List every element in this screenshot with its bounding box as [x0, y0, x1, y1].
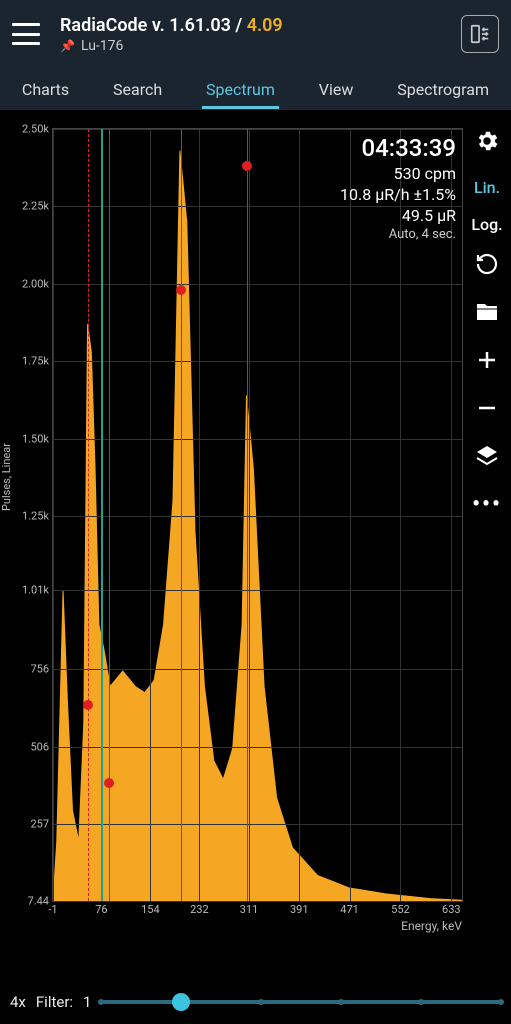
scale-linear-button[interactable]: Lin.: [474, 178, 500, 197]
xtick-label: 154: [141, 903, 160, 916]
filter-label: Filter:: [36, 993, 73, 1011]
ytick-label: 1.01k: [22, 584, 49, 597]
xtick-label: 391: [290, 903, 309, 916]
folder-icon[interactable]: [475, 300, 499, 330]
filter-value: 1: [83, 993, 91, 1011]
fw-version: 4.09: [247, 15, 283, 36]
marker-dot: [242, 161, 252, 171]
tab-bar: Charts Search Spectrum View Spectrogram: [0, 68, 511, 110]
mode-label: Auto, 4 sec.: [340, 227, 456, 244]
refresh-icon[interactable]: [475, 252, 499, 282]
ytick-label: 7.44: [28, 895, 49, 908]
zoom-level: 4x: [10, 993, 26, 1011]
dose-rate: 10.8 μR/h ±1.5%: [340, 185, 456, 206]
app-version: 1.61.03: [169, 15, 231, 36]
ytick-label: 756: [30, 663, 49, 676]
zoom-in-icon[interactable]: [475, 348, 499, 378]
menu-icon[interactable]: [12, 23, 40, 45]
pin-icon: 📌: [60, 39, 75, 53]
elapsed-time: 04:33:39: [340, 133, 456, 164]
marker-dot: [176, 285, 186, 295]
marker-line: [247, 129, 249, 901]
ytick-label: 1.25k: [22, 510, 49, 523]
zoom-out-icon[interactable]: [475, 396, 499, 426]
ytick-label: 2.50k: [22, 123, 49, 136]
side-toolbar: Lin. Log. •••: [467, 128, 507, 902]
xtick-label: 232: [190, 903, 209, 916]
xtick-label: 471: [340, 903, 359, 916]
tab-search[interactable]: Search: [109, 72, 166, 107]
dose: 49.5 μR: [340, 206, 456, 227]
tab-spectrum[interactable]: Spectrum: [202, 72, 279, 107]
marker-line: [181, 129, 183, 901]
tab-charts[interactable]: Charts: [18, 72, 73, 107]
device-settings-button[interactable]: [461, 15, 499, 53]
gear-icon[interactable]: [474, 128, 500, 160]
ytick-label: 2.00k: [22, 277, 49, 290]
filter-slider[interactable]: [101, 1000, 501, 1004]
tab-spectrogram[interactable]: Spectrogram: [393, 72, 493, 107]
xtick-label: 552: [391, 903, 410, 916]
xtick-label: 311: [240, 903, 259, 916]
marker-dot: [104, 778, 114, 788]
more-icon[interactable]: •••: [472, 492, 502, 517]
ytick-label: 506: [30, 740, 49, 753]
marker-line: [101, 129, 103, 901]
spectrum-plot[interactable]: 04:33:39 530 cpm 10.8 μR/h ±1.5% 49.5 μR…: [52, 128, 463, 902]
footer-bar: 4x Filter: 1: [0, 980, 511, 1024]
app-name: RadiaCode v.: [60, 15, 165, 36]
chart-area: Pulses, Linear 04:33:39 530 cpm 10.8 μR/…: [0, 110, 511, 980]
xtick-label: 76: [95, 903, 107, 916]
header-title: RadiaCode v. 1.61.03 / 4.09 📌 Lu-176: [60, 15, 461, 54]
ytick-label: 2.25k: [22, 200, 49, 213]
xtick-label: -1: [48, 903, 57, 916]
y-axis-title: Pulses, Linear: [0, 443, 13, 511]
ytick-label: 1.75k: [22, 355, 49, 368]
app-header: RadiaCode v. 1.61.03 / 4.09 📌 Lu-176: [0, 0, 511, 68]
sample-name: Lu-176: [81, 38, 123, 54]
ytick-label: 257: [30, 817, 49, 830]
marker-line: [88, 129, 90, 901]
count-rate: 530 cpm: [340, 164, 456, 185]
readout-overlay: 04:33:39 530 cpm 10.8 μR/h ±1.5% 49.5 μR…: [340, 133, 456, 243]
ytick-label: 1.50k: [22, 432, 49, 445]
slider-thumb[interactable]: [172, 993, 190, 1011]
marker-dot: [83, 700, 93, 710]
scale-log-button[interactable]: Log.: [471, 215, 502, 234]
xtick-label: 633: [442, 903, 461, 916]
tab-view[interactable]: View: [315, 72, 358, 107]
layers-icon[interactable]: [475, 444, 499, 474]
x-axis-title: Energy, keV: [401, 919, 462, 933]
